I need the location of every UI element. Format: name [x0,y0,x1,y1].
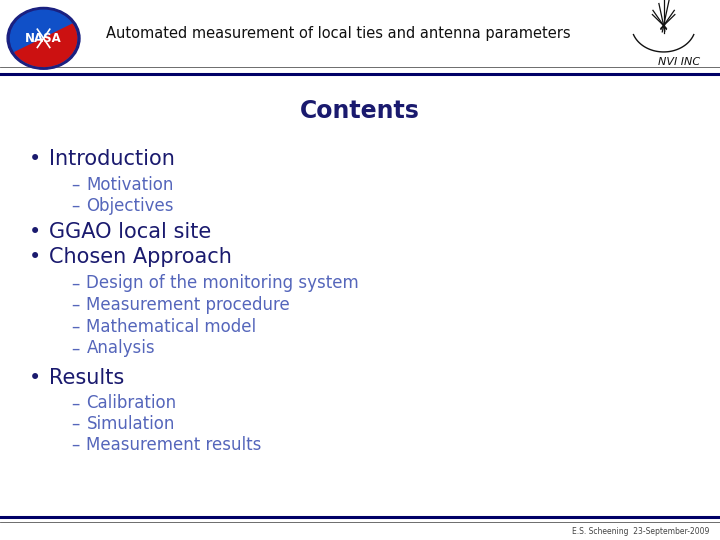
Text: –: – [71,394,80,413]
Text: Calibration: Calibration [86,394,176,413]
Text: –: – [71,340,80,357]
Circle shape [10,10,77,66]
Text: Chosen Approach: Chosen Approach [49,247,232,267]
Text: Results: Results [49,368,125,388]
Text: •: • [28,148,41,168]
Text: E.S. Scheening  23-September-2009: E.S. Scheening 23-September-2009 [572,527,709,536]
Text: Measurement results: Measurement results [86,436,262,454]
Text: –: – [71,296,80,314]
Text: –: – [71,415,80,433]
Text: Measurement procedure: Measurement procedure [86,296,290,314]
Text: –: – [71,176,80,194]
Circle shape [7,8,80,69]
Text: •: • [28,247,41,267]
Text: GGAO local site: GGAO local site [49,222,211,242]
Text: NASA: NASA [25,32,62,45]
Text: Simulation: Simulation [86,415,175,433]
Text: Introduction: Introduction [49,148,175,168]
Text: –: – [71,436,80,454]
Text: Contents: Contents [300,99,420,124]
Text: Mathematical model: Mathematical model [86,318,256,336]
Text: Analysis: Analysis [86,340,155,357]
Text: Motivation: Motivation [86,176,174,194]
Wedge shape [15,24,76,66]
Text: •: • [28,368,41,388]
Text: NVI INC: NVI INC [658,57,701,68]
Text: –: – [71,318,80,336]
Text: –: – [71,274,80,293]
Text: •: • [28,222,41,242]
Text: Objectives: Objectives [86,197,174,214]
Text: –: – [71,197,80,214]
Text: Design of the monitoring system: Design of the monitoring system [86,274,359,293]
Text: Automated measurement of local ties and antenna parameters: Automated measurement of local ties and … [106,26,571,41]
